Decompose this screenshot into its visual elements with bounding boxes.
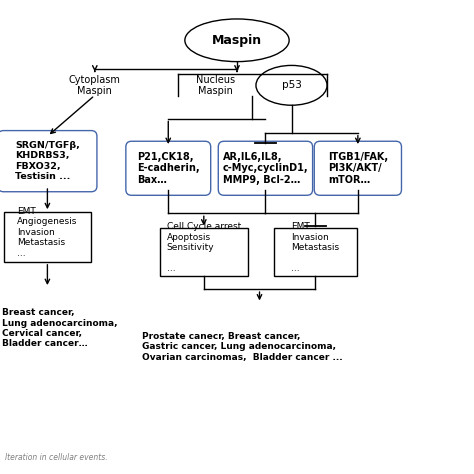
Text: SRGN/TGFβ,
KHDRBS3,
FBXO32,
Testisin ...: SRGN/TGFβ, KHDRBS3, FBXO32, Testisin ... xyxy=(15,141,80,181)
Text: Breast cancer,
Lung adenocarcinoma,
Cervical cancer,
Bladder cancer…: Breast cancer, Lung adenocarcinoma, Cerv… xyxy=(2,308,118,348)
Text: EMT
Invasion
Metastasis

...: EMT Invasion Metastasis ... xyxy=(291,222,339,273)
FancyBboxPatch shape xyxy=(218,141,313,195)
Text: Cell Cycle arrest
Apoptosis
Sensitivity

...: Cell Cycle arrest Apoptosis Sensitivity … xyxy=(167,222,241,273)
FancyBboxPatch shape xyxy=(314,141,401,195)
FancyBboxPatch shape xyxy=(126,141,210,195)
Text: P21,CK18,
E-cadherin,
Bax…: P21,CK18, E-cadherin, Bax… xyxy=(137,152,200,185)
FancyBboxPatch shape xyxy=(274,228,356,276)
FancyBboxPatch shape xyxy=(160,228,247,276)
FancyBboxPatch shape xyxy=(0,131,97,192)
Text: lteration in cellular events.: lteration in cellular events. xyxy=(5,453,108,462)
Text: Prostate canecr, Breast cancer,
Gastric cancer, Lung adenocarcinoma,
Ovarian car: Prostate canecr, Breast cancer, Gastric … xyxy=(142,332,343,362)
FancyBboxPatch shape xyxy=(4,212,91,262)
Text: Cytoplasm
Maspin: Cytoplasm Maspin xyxy=(69,74,121,96)
Text: Maspin: Maspin xyxy=(212,34,262,47)
Text: EMT
Angiogenesis
Invasion
Metastasis
...: EMT Angiogenesis Invasion Metastasis ... xyxy=(17,207,78,257)
Text: AR,IL6,IL8,
c-Myc,cyclinD1,
MMP9, Bcl-2…: AR,IL6,IL8, c-Myc,cyclinD1, MMP9, Bcl-2… xyxy=(223,152,308,185)
Text: p53: p53 xyxy=(282,80,301,91)
Text: Nucleus
Maspin: Nucleus Maspin xyxy=(196,74,235,96)
Text: ITGB1/FAK,
PI3K/AKT/
mTOR…: ITGB1/FAK, PI3K/AKT/ mTOR… xyxy=(328,152,388,185)
